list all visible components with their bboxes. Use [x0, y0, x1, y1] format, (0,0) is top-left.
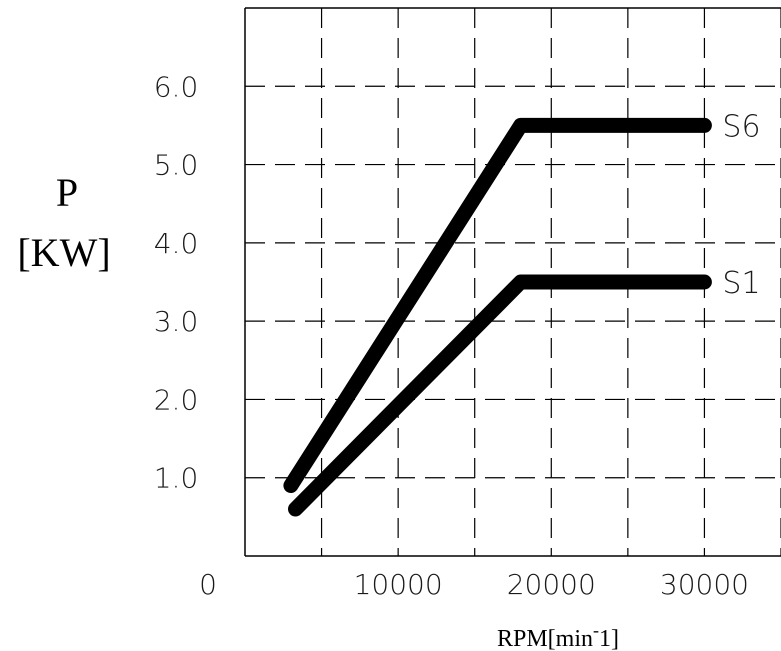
plot-frame: [244, 7, 781, 557]
y-axis-label-line1: P: [56, 170, 78, 215]
y-tick-label: 4.0: [154, 227, 199, 260]
y-tick-label: 5.0: [154, 149, 199, 182]
x-tick-label: 10000: [354, 568, 443, 601]
x-tick-labels: 10000 20000 30000: [354, 568, 749, 601]
series-lines: S6 S1: [283, 109, 761, 517]
y-axis-label-line2: [KW]: [17, 230, 110, 275]
series-label-s1: S1: [722, 266, 760, 301]
x-axis-label-sup: -: [593, 620, 599, 640]
y-tick-label: 2.0: [154, 383, 199, 416]
x-axis-label-main: RPM[min: [497, 626, 593, 651]
x-axis-label-end: 1]: [599, 626, 619, 651]
y-tick-labels: 1.0 2.0 3.0 4.0 5.0 6.0: [154, 70, 199, 494]
series-line-s1: [288, 274, 712, 517]
y-tick-label: 6.0: [154, 70, 199, 103]
series-label-s6: S6: [722, 109, 760, 144]
y-tick-label: 3.0: [154, 305, 199, 338]
series-line-s6: [283, 117, 712, 493]
x-axis-label: RPM[min-1]: [497, 620, 619, 651]
x-tick-label: 30000: [660, 568, 749, 601]
x-origin-label: 0: [199, 568, 217, 601]
y-tick-label: 1.0: [154, 462, 199, 495]
x-tick-label: 20000: [507, 568, 596, 601]
